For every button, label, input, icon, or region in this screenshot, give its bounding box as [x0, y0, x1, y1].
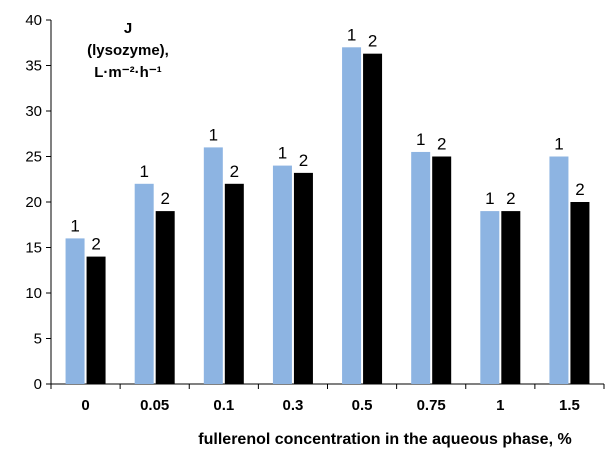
- y-axis-label-line-3: L·m⁻²·h⁻¹: [94, 64, 161, 81]
- y-axis-label-line-1: J: [124, 20, 132, 37]
- x-tick-label: 1: [496, 397, 504, 414]
- bar-series-1: [342, 47, 362, 385]
- bar-label-series-2: 2: [160, 189, 169, 208]
- bar-label-series-1: 1: [70, 216, 79, 235]
- x-tick-label: 0.5: [352, 397, 373, 414]
- bar-label-series-2: 2: [91, 235, 100, 254]
- bar-series-1: [203, 147, 223, 384]
- bar-series-1: [65, 238, 85, 384]
- y-tick-label: 30: [25, 103, 42, 120]
- bar-label-series-1: 1: [416, 130, 425, 149]
- bar-label-series-1: 1: [209, 125, 218, 144]
- bar-label-series-2: 2: [230, 162, 239, 181]
- x-tick-label: 0.05: [140, 397, 169, 414]
- y-tick-label: 5: [34, 331, 42, 348]
- bar-series-1: [549, 156, 569, 384]
- bar-label-series-2: 2: [575, 180, 584, 199]
- bar-label-series-1: 1: [278, 144, 287, 163]
- bar-label-series-1: 1: [347, 25, 356, 44]
- x-tick-label: 0: [81, 397, 89, 414]
- bar-label-series-2: 2: [368, 32, 377, 51]
- y-tick-label: 15: [25, 240, 42, 257]
- bar-series-1: [272, 165, 292, 384]
- bar-label-series-1: 1: [554, 135, 563, 154]
- bar-series-1: [480, 211, 500, 384]
- x-axis-label: fullerenol concentration in the aqueous …: [198, 431, 571, 448]
- axes: 0 5 10 15 20 25 30 35 40 0 0.05 0.1 0.3 0.5 0.75 1 1.5: [25, 12, 605, 414]
- bar-label-series-1: 1: [485, 189, 494, 208]
- bar-label-series-1: 1: [139, 162, 148, 181]
- y-tick-label: 10: [25, 285, 42, 302]
- bar-label-series-2: 2: [437, 135, 446, 154]
- bar-series-2: [570, 202, 590, 384]
- bar-series-1: [411, 151, 431, 384]
- bar-series-2: [86, 256, 106, 384]
- bar-label-series-2: 2: [506, 189, 515, 208]
- bar-series-2: [155, 211, 175, 384]
- y-tick-label: 25: [25, 149, 42, 166]
- bar-label-series-2: 2: [299, 151, 308, 170]
- x-tick-label: 0.75: [417, 397, 446, 414]
- y-axis-label-line-2: (lysozyme),: [87, 42, 169, 59]
- y-tick-label: 35: [25, 58, 42, 75]
- x-tick-label: 0.3: [283, 397, 304, 414]
- bar-series-2: [293, 172, 313, 384]
- bar-series-2: [501, 211, 521, 384]
- bar-series-2: [432, 156, 452, 384]
- bar-series-1: [134, 183, 154, 384]
- bar-series-2: [363, 53, 383, 385]
- x-tick-label: 0.1: [213, 397, 234, 414]
- y-tick-label: 20: [25, 194, 42, 211]
- bar-series-2: [224, 183, 244, 384]
- y-tick-label: 0: [34, 376, 42, 393]
- x-tick-label: 1.5: [559, 397, 580, 414]
- bars: [65, 47, 590, 385]
- y-tick-label: 40: [25, 12, 42, 29]
